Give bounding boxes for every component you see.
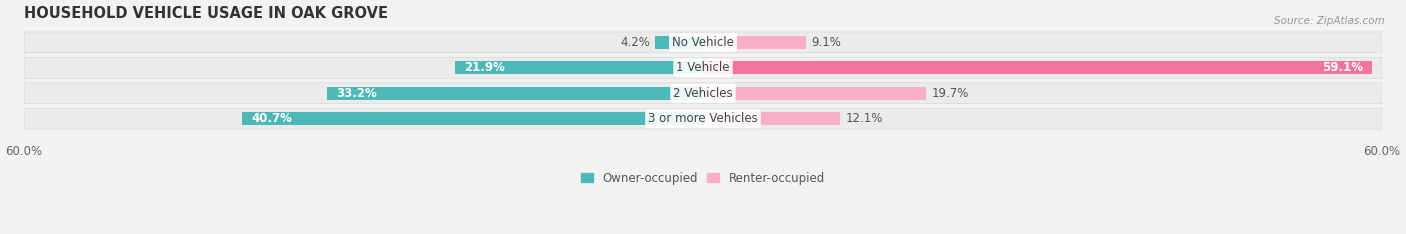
Text: 33.2%: 33.2% xyxy=(336,87,377,100)
FancyBboxPatch shape xyxy=(24,32,703,53)
Text: Source: ZipAtlas.com: Source: ZipAtlas.com xyxy=(1274,16,1385,26)
Text: 19.7%: 19.7% xyxy=(932,87,969,100)
Text: 59.1%: 59.1% xyxy=(1322,61,1362,74)
Text: 9.1%: 9.1% xyxy=(811,36,842,49)
FancyBboxPatch shape xyxy=(703,108,1382,129)
Bar xyxy=(703,36,806,49)
Legend: Owner-occupied, Renter-occupied: Owner-occupied, Renter-occupied xyxy=(576,167,830,190)
FancyBboxPatch shape xyxy=(24,57,703,78)
Text: 21.9%: 21.9% xyxy=(464,61,505,74)
Text: HOUSEHOLD VEHICLE USAGE IN OAK GROVE: HOUSEHOLD VEHICLE USAGE IN OAK GROVE xyxy=(24,6,388,21)
Bar xyxy=(703,87,927,100)
FancyBboxPatch shape xyxy=(24,83,703,104)
Text: 2 Vehicles: 2 Vehicles xyxy=(673,87,733,100)
FancyBboxPatch shape xyxy=(703,32,1382,53)
Bar xyxy=(703,112,839,125)
FancyBboxPatch shape xyxy=(703,83,1382,104)
Bar xyxy=(703,61,1372,74)
Text: 4.2%: 4.2% xyxy=(620,36,650,49)
Bar xyxy=(655,36,703,49)
Bar xyxy=(456,61,703,74)
Text: 12.1%: 12.1% xyxy=(845,112,883,125)
Bar xyxy=(328,87,703,100)
Text: No Vehicle: No Vehicle xyxy=(672,36,734,49)
Text: 40.7%: 40.7% xyxy=(252,112,292,125)
Bar xyxy=(242,112,703,125)
FancyBboxPatch shape xyxy=(24,108,703,129)
Text: 3 or more Vehicles: 3 or more Vehicles xyxy=(648,112,758,125)
Text: 1 Vehicle: 1 Vehicle xyxy=(676,61,730,74)
FancyBboxPatch shape xyxy=(703,57,1382,78)
